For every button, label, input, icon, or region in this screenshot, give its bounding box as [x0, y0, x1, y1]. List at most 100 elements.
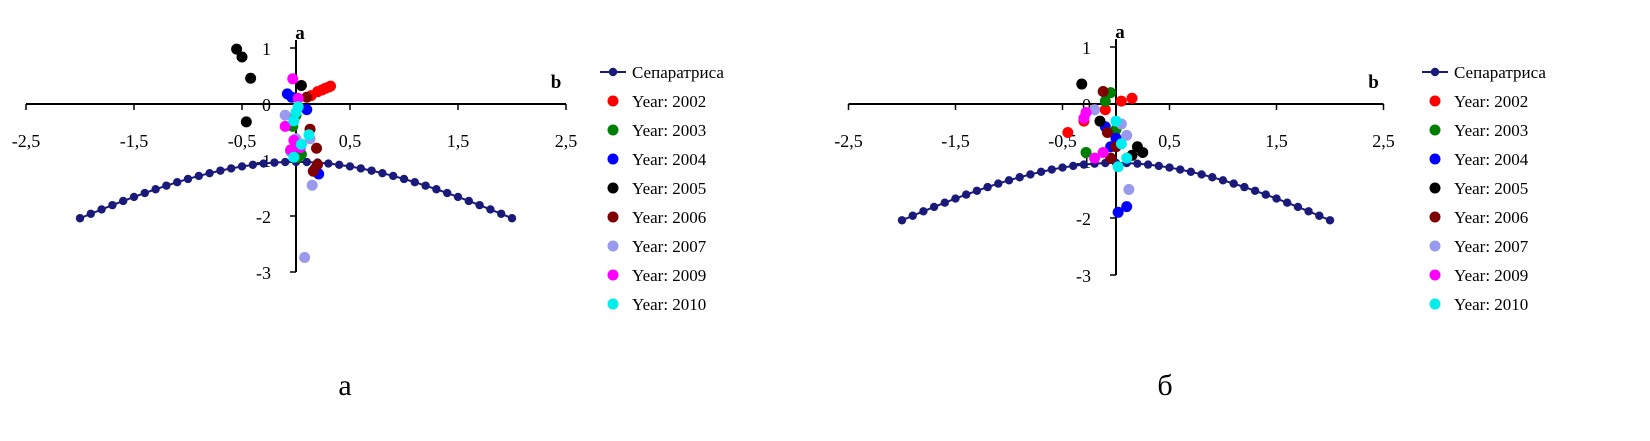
- x-tick-label: -2,5: [12, 131, 41, 151]
- separatrix-point: [1079, 160, 1089, 169]
- x-tick-label: 2,5: [1372, 131, 1395, 151]
- separatrix-point: [421, 181, 430, 190]
- y-axis-title: a: [295, 23, 305, 44]
- x-tick-label: -2,5: [834, 131, 863, 151]
- data-point: [1112, 206, 1124, 218]
- separatrix-point: [940, 198, 949, 207]
- y-tick-label: 0: [262, 95, 271, 115]
- y-tick-label: -2: [256, 207, 271, 227]
- separatrix-point: [399, 174, 409, 184]
- legend-label: Year: 2009: [632, 266, 706, 285]
- data-point: [1062, 127, 1074, 138]
- separatrix-point: [378, 168, 387, 178]
- data-point: [1099, 95, 1111, 107]
- data-point: [245, 72, 257, 84]
- separatrix-point: [1165, 163, 1174, 172]
- data-point: [1115, 138, 1127, 150]
- legend-label: Year: 2004: [632, 150, 707, 169]
- separatrix-point: [119, 196, 128, 206]
- data-point: [1089, 152, 1101, 164]
- legend-label: Year: 2005: [1454, 179, 1528, 198]
- data-point: [1094, 115, 1106, 127]
- y-tick-label: 1: [1082, 38, 1091, 58]
- x-tick-label: -1,5: [120, 131, 149, 151]
- separatrix-point: [97, 205, 106, 214]
- x-tick-label: 1,5: [1265, 131, 1288, 151]
- x-axis-title: b: [1368, 72, 1379, 93]
- separatrix-point: [443, 188, 452, 198]
- data-point: [1137, 146, 1149, 158]
- data-point: [1101, 127, 1113, 138]
- separatrix-point: [908, 211, 917, 220]
- legend-marker: [607, 153, 619, 165]
- legend-marker: [607, 211, 619, 223]
- separatrix-point: [453, 192, 463, 202]
- separatrix-point: [1283, 198, 1292, 207]
- separatrix-point: [951, 194, 960, 203]
- separatrix-point: [248, 160, 257, 170]
- separatrix-point: [410, 178, 419, 187]
- data-point: [1112, 161, 1124, 173]
- separatrix-point: [983, 182, 992, 192]
- y-tick-label: -3: [256, 263, 271, 283]
- separatrix-point: [1133, 159, 1142, 168]
- legend-marker: [607, 182, 619, 194]
- data-point: [301, 104, 313, 116]
- data-point: [306, 179, 318, 191]
- data-point: [279, 109, 291, 121]
- separatrix-point: [335, 160, 344, 170]
- x-tick-label: 2,5: [555, 131, 578, 151]
- separatrix-point: [237, 162, 247, 171]
- data-point: [1080, 146, 1092, 158]
- data-point: [295, 138, 307, 150]
- x-tick-label: -0,5: [228, 131, 257, 151]
- separatrix-point: [1154, 161, 1164, 171]
- separatrix-point: [972, 186, 982, 195]
- separatrix-point: [324, 159, 333, 168]
- separatrix-point: [356, 164, 365, 173]
- data-point: [1123, 184, 1135, 195]
- separatrix-point: [1261, 190, 1271, 199]
- separatrix-point: [1026, 170, 1035, 179]
- data-point: [307, 165, 319, 177]
- separatrix-point: [1176, 165, 1185, 174]
- y-tick-label: -3: [1076, 266, 1091, 286]
- data-point: [287, 73, 299, 85]
- separatrix-point: [205, 168, 214, 178]
- separatrix-point: [75, 214, 85, 223]
- data-point: [295, 80, 307, 92]
- data-point: [288, 151, 300, 163]
- separatrix-point: [281, 157, 290, 167]
- separatrix-point: [183, 174, 193, 184]
- data-point: [1126, 92, 1138, 104]
- separatrix-point: [345, 162, 355, 171]
- data-point: [292, 92, 304, 104]
- data-point: [1105, 152, 1117, 164]
- panel-caption: а: [338, 369, 351, 402]
- separatrix-point: [302, 157, 311, 167]
- legend-marker: [1429, 240, 1441, 252]
- separatrix-point: [1143, 160, 1153, 169]
- legend-label: Year: 2002: [632, 92, 706, 111]
- separatrix-point: [929, 202, 939, 212]
- data-point: [301, 91, 313, 103]
- separatrix-point: [259, 159, 268, 168]
- separatrix-point: [897, 216, 907, 225]
- separatrix-point: [507, 214, 517, 223]
- legend-label: Year: 2003: [1454, 121, 1528, 140]
- data-point: [1078, 112, 1090, 124]
- legend-marker: [607, 269, 619, 281]
- separatrix-point: [1047, 165, 1057, 174]
- separatrix-point: [227, 164, 236, 173]
- separatrix-point: [1218, 176, 1228, 185]
- data-point: [1097, 146, 1109, 158]
- legend-label: Year: 2006: [632, 208, 706, 227]
- legend-marker: [607, 95, 619, 107]
- y-tick-label: -2: [1076, 209, 1091, 229]
- separatrix-point: [464, 196, 473, 206]
- x-tick-label: -1,5: [941, 131, 970, 151]
- y-axis-title: a: [1115, 22, 1125, 43]
- separatrix-point: [129, 192, 139, 202]
- data-point: [1099, 104, 1111, 116]
- separatrix-point: [216, 166, 225, 175]
